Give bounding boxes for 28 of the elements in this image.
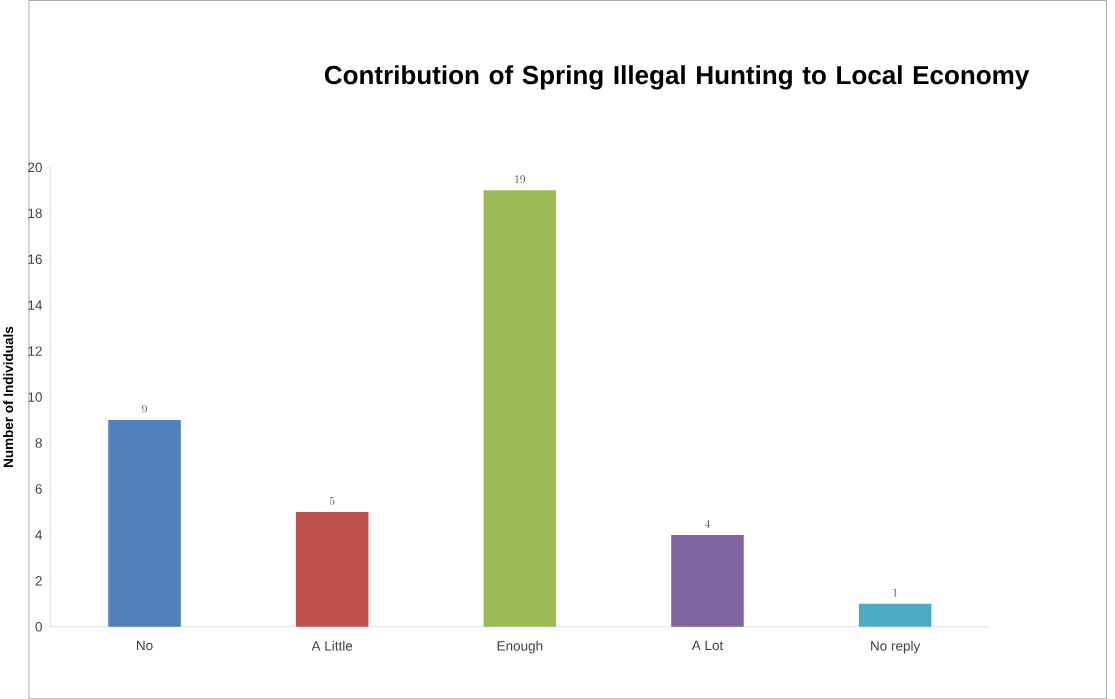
data-label: 4 <box>704 519 710 528</box>
y-tick-label: 2 <box>35 575 42 586</box>
y-tick-label: 10 <box>28 392 42 402</box>
data-label: 9 <box>142 404 147 413</box>
y-tick-label: 8 <box>35 438 42 448</box>
x-tick-label: No reply <box>871 640 921 654</box>
bar <box>108 419 181 627</box>
bar <box>671 534 744 627</box>
y-tick-label: 20 <box>28 162 42 172</box>
data-label: 19 <box>515 175 525 184</box>
y-tick-label: 12 <box>28 346 42 356</box>
y-tick-label: 0 <box>35 621 42 632</box>
y-tick-label: 6 <box>35 484 42 494</box>
bar <box>295 511 369 627</box>
bar <box>858 603 932 627</box>
y-tick-label: 14 <box>28 300 43 310</box>
chart-title: Contribution of Spring Illegal Hunting to Local Economy <box>324 65 1030 90</box>
x-tick-label: A Little <box>311 640 353 651</box>
y-tick-label: 16 <box>28 254 42 264</box>
x-tick-label: Enough <box>497 640 543 654</box>
y-tick-label: 4 <box>35 530 43 540</box>
x-tick-label: No <box>137 640 153 651</box>
bar <box>483 190 557 627</box>
data-label: 1 <box>893 588 898 597</box>
y-axis-title: Number of Individuals <box>3 326 14 467</box>
data-label: 5 <box>329 496 335 505</box>
y-tick-label: 18 <box>28 208 42 218</box>
x-tick-label: A Lot <box>691 640 724 651</box>
